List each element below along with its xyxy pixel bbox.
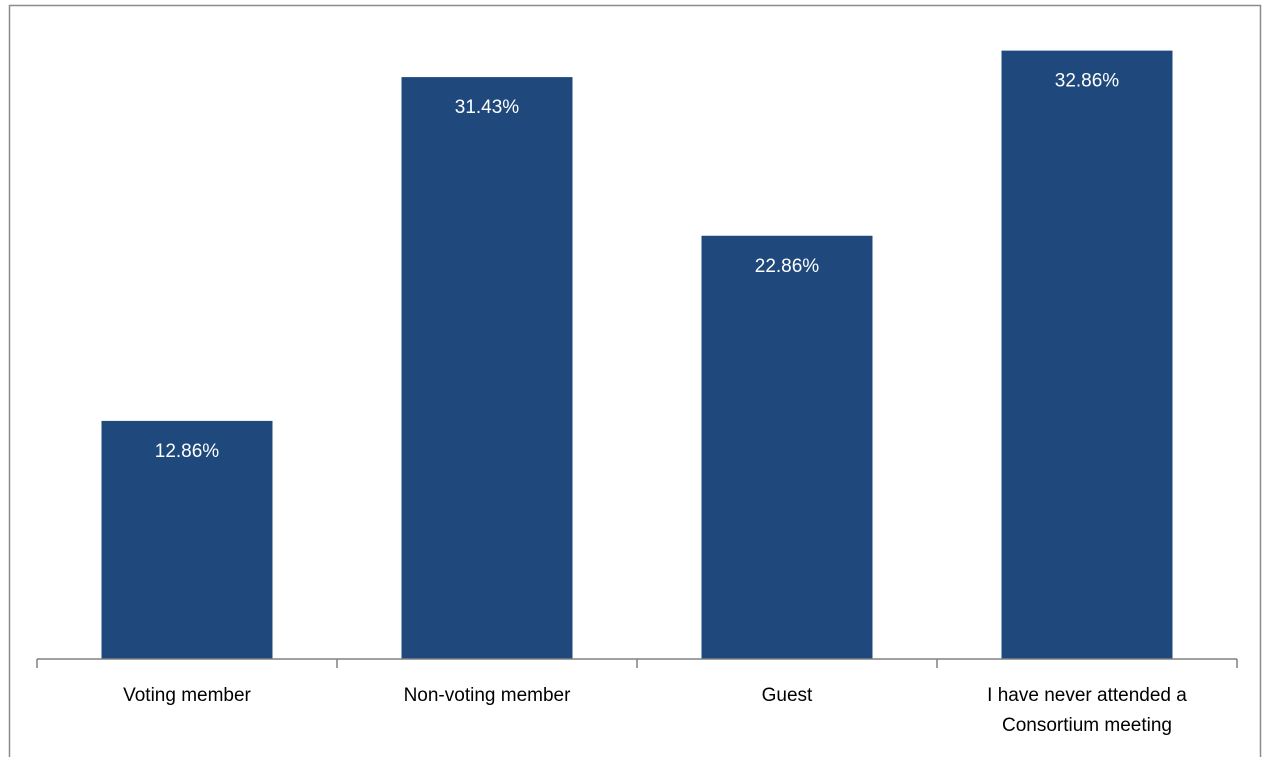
bar-value-label: 31.43% bbox=[455, 97, 520, 118]
category-label-line: Non-voting member bbox=[404, 685, 572, 706]
category-labels: Voting member Non-voting member Guest I hav… bbox=[123, 685, 1187, 736]
chart-border bbox=[8, 4, 1262, 757]
category-label-line: Guest bbox=[762, 685, 813, 706]
category-label-line: Consortium meeting bbox=[1002, 715, 1172, 736]
bars-group: 12.86% 31.43% 22.86% 32.86% bbox=[101, 50, 1173, 660]
category-label: Voting member bbox=[123, 685, 251, 706]
bar-value-label: 22.86% bbox=[755, 256, 820, 277]
bar bbox=[1001, 50, 1173, 660]
category-label: I have never attended a Consortium meetin… bbox=[987, 685, 1187, 736]
bar-value-label: 12.86% bbox=[155, 441, 220, 462]
category-label: Non-voting member bbox=[404, 685, 572, 706]
category-label-line: Voting member bbox=[123, 685, 251, 706]
bar-value-label: 32.86% bbox=[1055, 71, 1120, 92]
bar bbox=[401, 77, 573, 659]
bar bbox=[101, 420, 273, 659]
bar bbox=[701, 235, 873, 659]
x-axis bbox=[36, 658, 1238, 668]
category-label: Guest bbox=[762, 685, 813, 706]
category-label-line: I have never attended a bbox=[987, 685, 1187, 706]
